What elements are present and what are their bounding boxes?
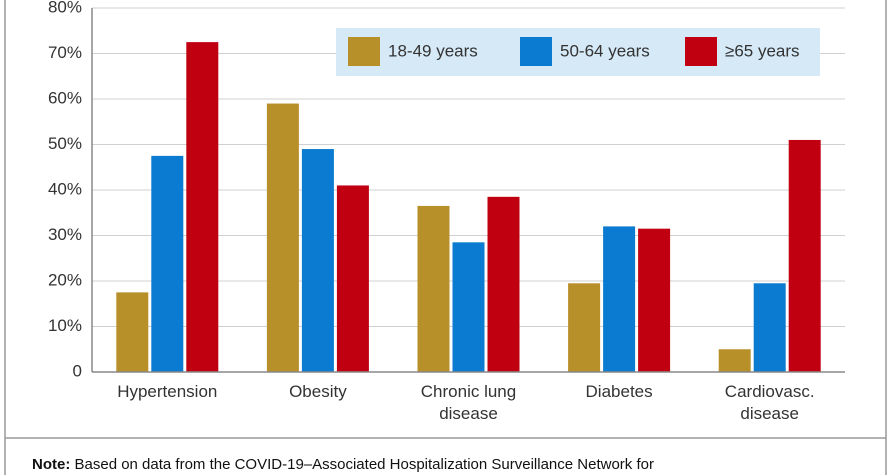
note-label: Note:	[32, 456, 71, 473]
y-tick-label: 0	[73, 361, 82, 380]
bar	[417, 205, 450, 372]
bar	[638, 228, 671, 372]
bar	[603, 226, 636, 372]
x-tick-label: Obesity	[289, 382, 347, 401]
legend-label: ≥65 years	[725, 41, 800, 60]
x-tick-label: Diabetes	[585, 382, 653, 401]
note-text: Based on data from the COVID-19–Associat…	[74, 456, 654, 473]
note: Note: Based on data from the COVID-19–As…	[32, 456, 654, 473]
y-tick-label: 50%	[48, 134, 82, 153]
y-tick-label: 60%	[48, 88, 82, 107]
legend-swatch	[520, 37, 552, 66]
y-tick-label: 30%	[48, 225, 82, 244]
bar	[116, 292, 149, 372]
bar	[336, 185, 369, 372]
bar	[151, 155, 184, 372]
legend: 18-49 years 50-64 years ≥65 years	[348, 37, 800, 66]
legend-box	[336, 28, 820, 76]
bar	[301, 149, 334, 372]
y-tick-label: 10%	[48, 316, 82, 335]
bar	[266, 103, 299, 373]
x-tick-label: Chronic lung disease	[420, 382, 517, 423]
bars	[116, 42, 821, 373]
y-tick-label: 20%	[48, 270, 82, 289]
bar	[487, 196, 520, 372]
legend-swatch	[348, 37, 380, 66]
legend-label: 50-64 years	[560, 41, 650, 60]
x-tick-label: Hypertension	[117, 382, 218, 401]
bar	[718, 349, 751, 372]
bar	[452, 242, 485, 372]
y-tick-label: 70%	[48, 43, 82, 62]
bar	[788, 139, 821, 372]
y-tick-label: 80%	[48, 0, 82, 16]
y-tick-label: 40%	[48, 179, 82, 198]
bar	[753, 283, 786, 372]
bar	[186, 42, 219, 372]
bar	[568, 283, 601, 372]
legend-swatch	[685, 37, 717, 66]
legend-label: 18-49 years	[388, 41, 478, 60]
x-tick-label: Cardiovasc. disease	[724, 382, 815, 423]
